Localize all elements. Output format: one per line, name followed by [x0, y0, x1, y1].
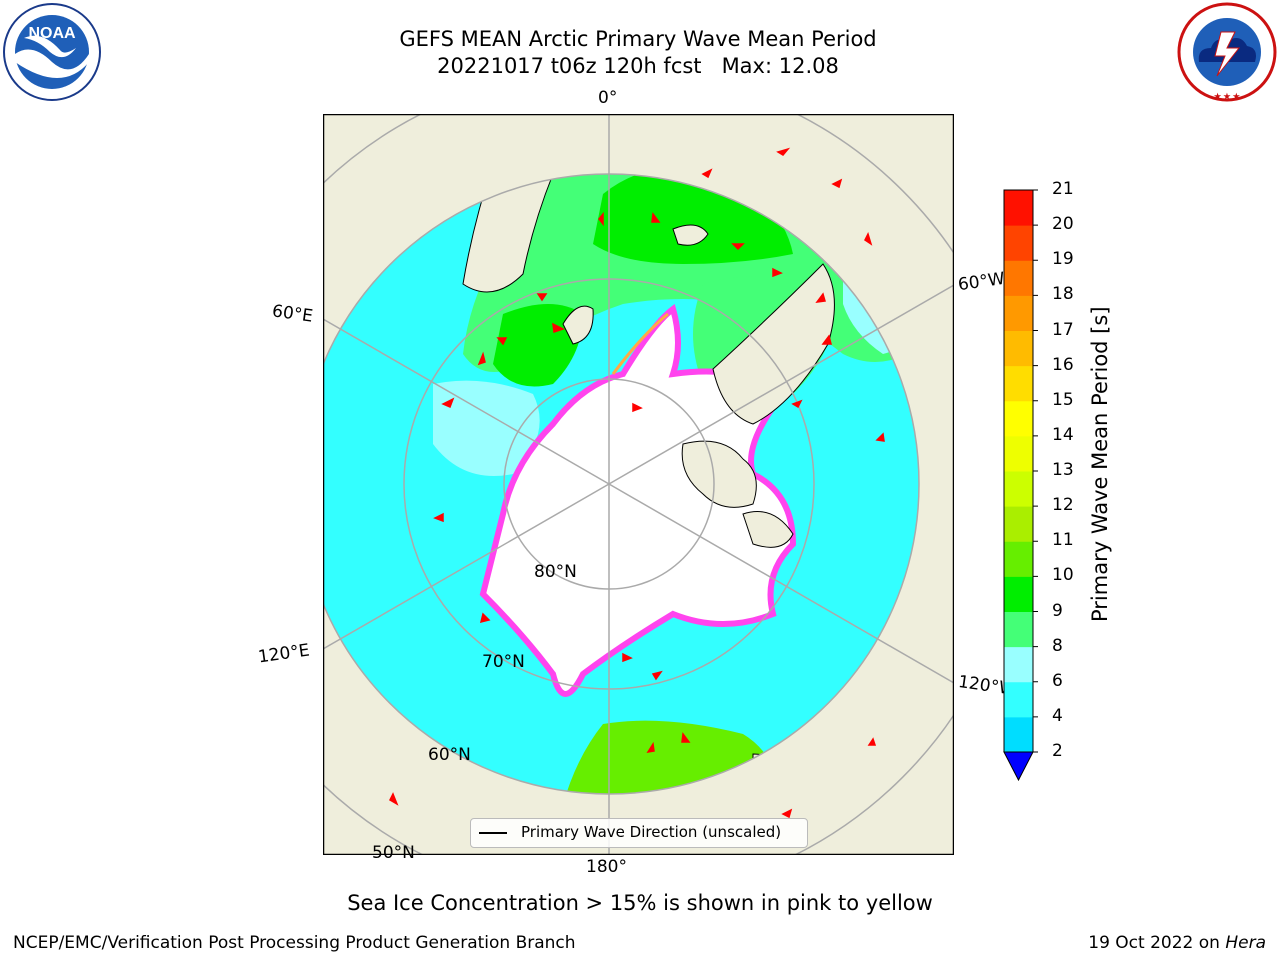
noaa-logo: NOAA: [2, 2, 102, 102]
colorbar-segment: [1004, 260, 1033, 296]
sea-ice-note: Sea Ice Concentration > 15% is shown in …: [347, 891, 933, 915]
colorbar-tick-label: 20: [1052, 214, 1074, 235]
colorbar-title: Primary Wave Mean Period [s]: [1088, 306, 1112, 622]
colorbar-segment: [1004, 365, 1033, 402]
colorbar-tick-label: 14: [1052, 424, 1074, 445]
lat-label-70n: 70°N: [482, 652, 525, 672]
colorbar-segment: [1004, 190, 1033, 226]
lon-label-180: 180°: [586, 857, 627, 877]
svg-text:★ ★ ★: ★ ★ ★: [1214, 92, 1241, 101]
map-frame: [322, 113, 955, 856]
colorbar-tick-label: 6: [1052, 670, 1063, 691]
wave-direction-arrows: [389, 147, 885, 819]
noaa-logo-text: NOAA: [28, 25, 76, 42]
colorbar-segment: [1004, 576, 1033, 612]
footer-date: 19 Oct 2022 on Hera: [1088, 933, 1266, 953]
colorbar-tick-label: 19: [1052, 249, 1074, 270]
colorbar-segment: [1004, 400, 1033, 437]
lon-label-60w: 60°W: [956, 268, 1007, 296]
chart-title: GEFS MEAN Arctic Primary Wave Mean Perio…: [399, 27, 877, 51]
chart-subtitle: 20221017 t06z 120h fcst Max: 12.08: [437, 54, 839, 78]
colorbar-segment: [1004, 541, 1033, 577]
colorbar-segment: [1004, 295, 1033, 331]
legend-line-icon: [479, 832, 507, 834]
lon-label-60e: 60°E: [270, 301, 315, 327]
colorbar-tick-label: 15: [1052, 389, 1074, 410]
colorbar-tick-label: 8: [1052, 635, 1063, 656]
colorbar-segment: [1004, 611, 1033, 648]
lat-label-60n: 60°N: [428, 745, 471, 765]
colorbar-tick-label: 12: [1052, 495, 1074, 516]
colorbar-segment: [1004, 225, 1033, 261]
footer-credit: NCEP/EMC/Verification Post Processing Pr…: [13, 933, 576, 953]
colorbar: [1000, 185, 1070, 785]
map-legend: Primary Wave Direction (unscaled): [470, 818, 808, 848]
colorbar-segment: [1004, 471, 1033, 507]
lon-label-120e: 120°E: [256, 640, 311, 668]
lon-label-0: 0°: [598, 88, 618, 108]
colorbar-segment: [1004, 646, 1033, 683]
colorbar-tick-label: 13: [1052, 460, 1074, 480]
colorbar-segment: [1004, 716, 1033, 753]
colorbar-tick-label: 16: [1052, 354, 1074, 375]
colorbar-segment: [1004, 506, 1033, 542]
colorbar-tick-label: 18: [1052, 284, 1074, 305]
lat-label-50n: 50°N: [372, 843, 415, 863]
colorbar-tick-label: 21: [1052, 179, 1074, 199]
footer-host: Hera: [1225, 933, 1266, 953]
colorbar-under-arrow: [1003, 751, 1034, 782]
colorbar-tick-label: 17: [1052, 319, 1074, 340]
lat-label-80n: 80°N: [534, 562, 577, 582]
colorbar-segment: [1004, 330, 1033, 367]
colorbar-tick-label: 2: [1052, 741, 1063, 761]
colorbar-tick-label: 11: [1052, 530, 1074, 551]
footer-date-text: 19 Oct 2022 on: [1088, 933, 1226, 953]
nws-logo: ★ ★ ★: [1177, 2, 1277, 102]
colorbar-segment: [1004, 681, 1033, 718]
colorbar-tick-label: 10: [1052, 565, 1074, 586]
colorbar-tick-label: 4: [1052, 705, 1063, 726]
colorbar-tick-label: 9: [1052, 600, 1063, 621]
legend-label: Primary Wave Direction (unscaled): [521, 823, 782, 841]
arctic-map: [322, 113, 955, 856]
colorbar-segment: [1004, 435, 1033, 472]
